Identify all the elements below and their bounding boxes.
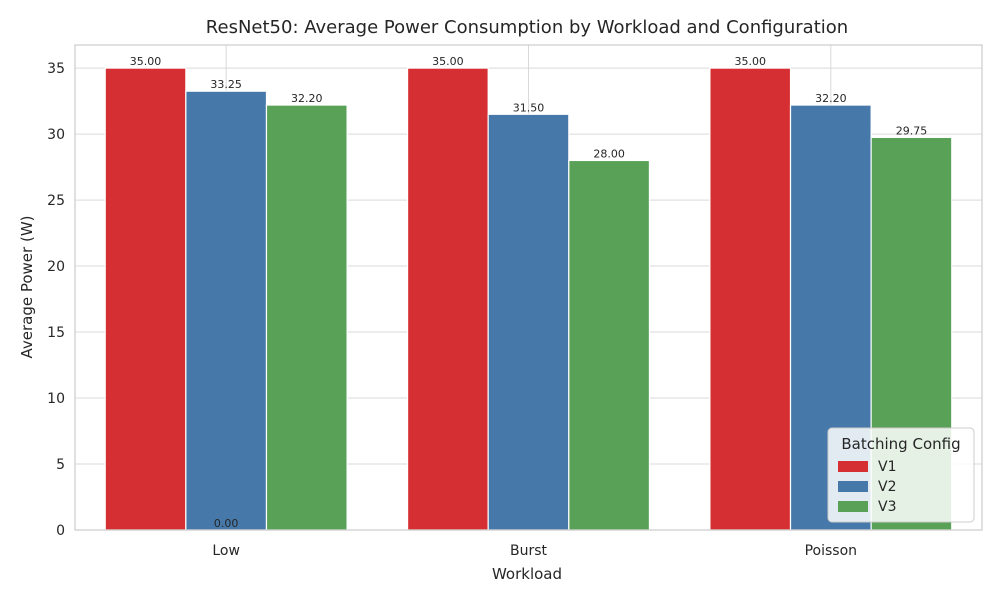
x-tick-label: Burst <box>510 543 548 559</box>
bar-value-label: 35.00 <box>432 55 464 68</box>
y-tick-label: 5 <box>56 457 65 473</box>
plot-frame <box>74 44 983 531</box>
y-tick-label: 15 <box>47 325 65 341</box>
bar-value-label: 33.25 <box>210 78 242 91</box>
legend-title: Batching Config <box>841 435 960 453</box>
x-tick-label: Poisson <box>805 543 857 559</box>
x-axis-label: Workload <box>492 565 562 583</box>
bar-v2-burst <box>487 113 570 531</box>
bar-v2-low <box>185 90 268 531</box>
y-tick-label: 30 <box>47 127 65 143</box>
legend-swatch-v2 <box>838 481 868 492</box>
bar-v3-burst <box>568 159 651 531</box>
bar-v1-poisson <box>709 67 792 531</box>
bar-value-label: 32.20 <box>815 92 847 105</box>
x-tick-label: Low <box>212 543 240 559</box>
legend-swatch-v1 <box>838 461 868 472</box>
y-tick-label: 0 <box>56 523 65 539</box>
bar-v1-low <box>104 67 187 531</box>
legend-label-v3: V3 <box>878 499 896 515</box>
bar-value-label: 28.00 <box>593 147 625 160</box>
bar-value-label: 29.75 <box>896 124 928 137</box>
legend-label-v1: V1 <box>878 459 896 475</box>
plot-area: 0 5 10 15 20 25 30 35 35.00 35.00 35.00 33.25 31.50 3… <box>47 44 983 559</box>
annotation-label: 0.00 <box>214 517 239 530</box>
legend-swatch-v3 <box>838 501 868 512</box>
bar-value-label: 31.50 <box>513 101 545 114</box>
bar-v3-low <box>265 104 348 531</box>
chart-title: ResNet50: Average Power Consumption by W… <box>206 17 848 38</box>
y-tick-label: 20 <box>47 259 65 275</box>
legend-box <box>827 427 975 523</box>
legend-label-v2: V2 <box>878 479 896 495</box>
y-axis-label: Average Power (W) <box>18 215 36 358</box>
bar-value-label: 32.20 <box>291 92 323 105</box>
bar-value-label: 35.00 <box>130 55 162 68</box>
bar-v1-burst <box>406 67 489 531</box>
bar-value-label: 35.00 <box>734 55 766 68</box>
y-tick-label: 10 <box>47 391 65 407</box>
y-tick-label: 25 <box>47 193 65 209</box>
y-tick-label: 35 <box>47 61 65 77</box>
